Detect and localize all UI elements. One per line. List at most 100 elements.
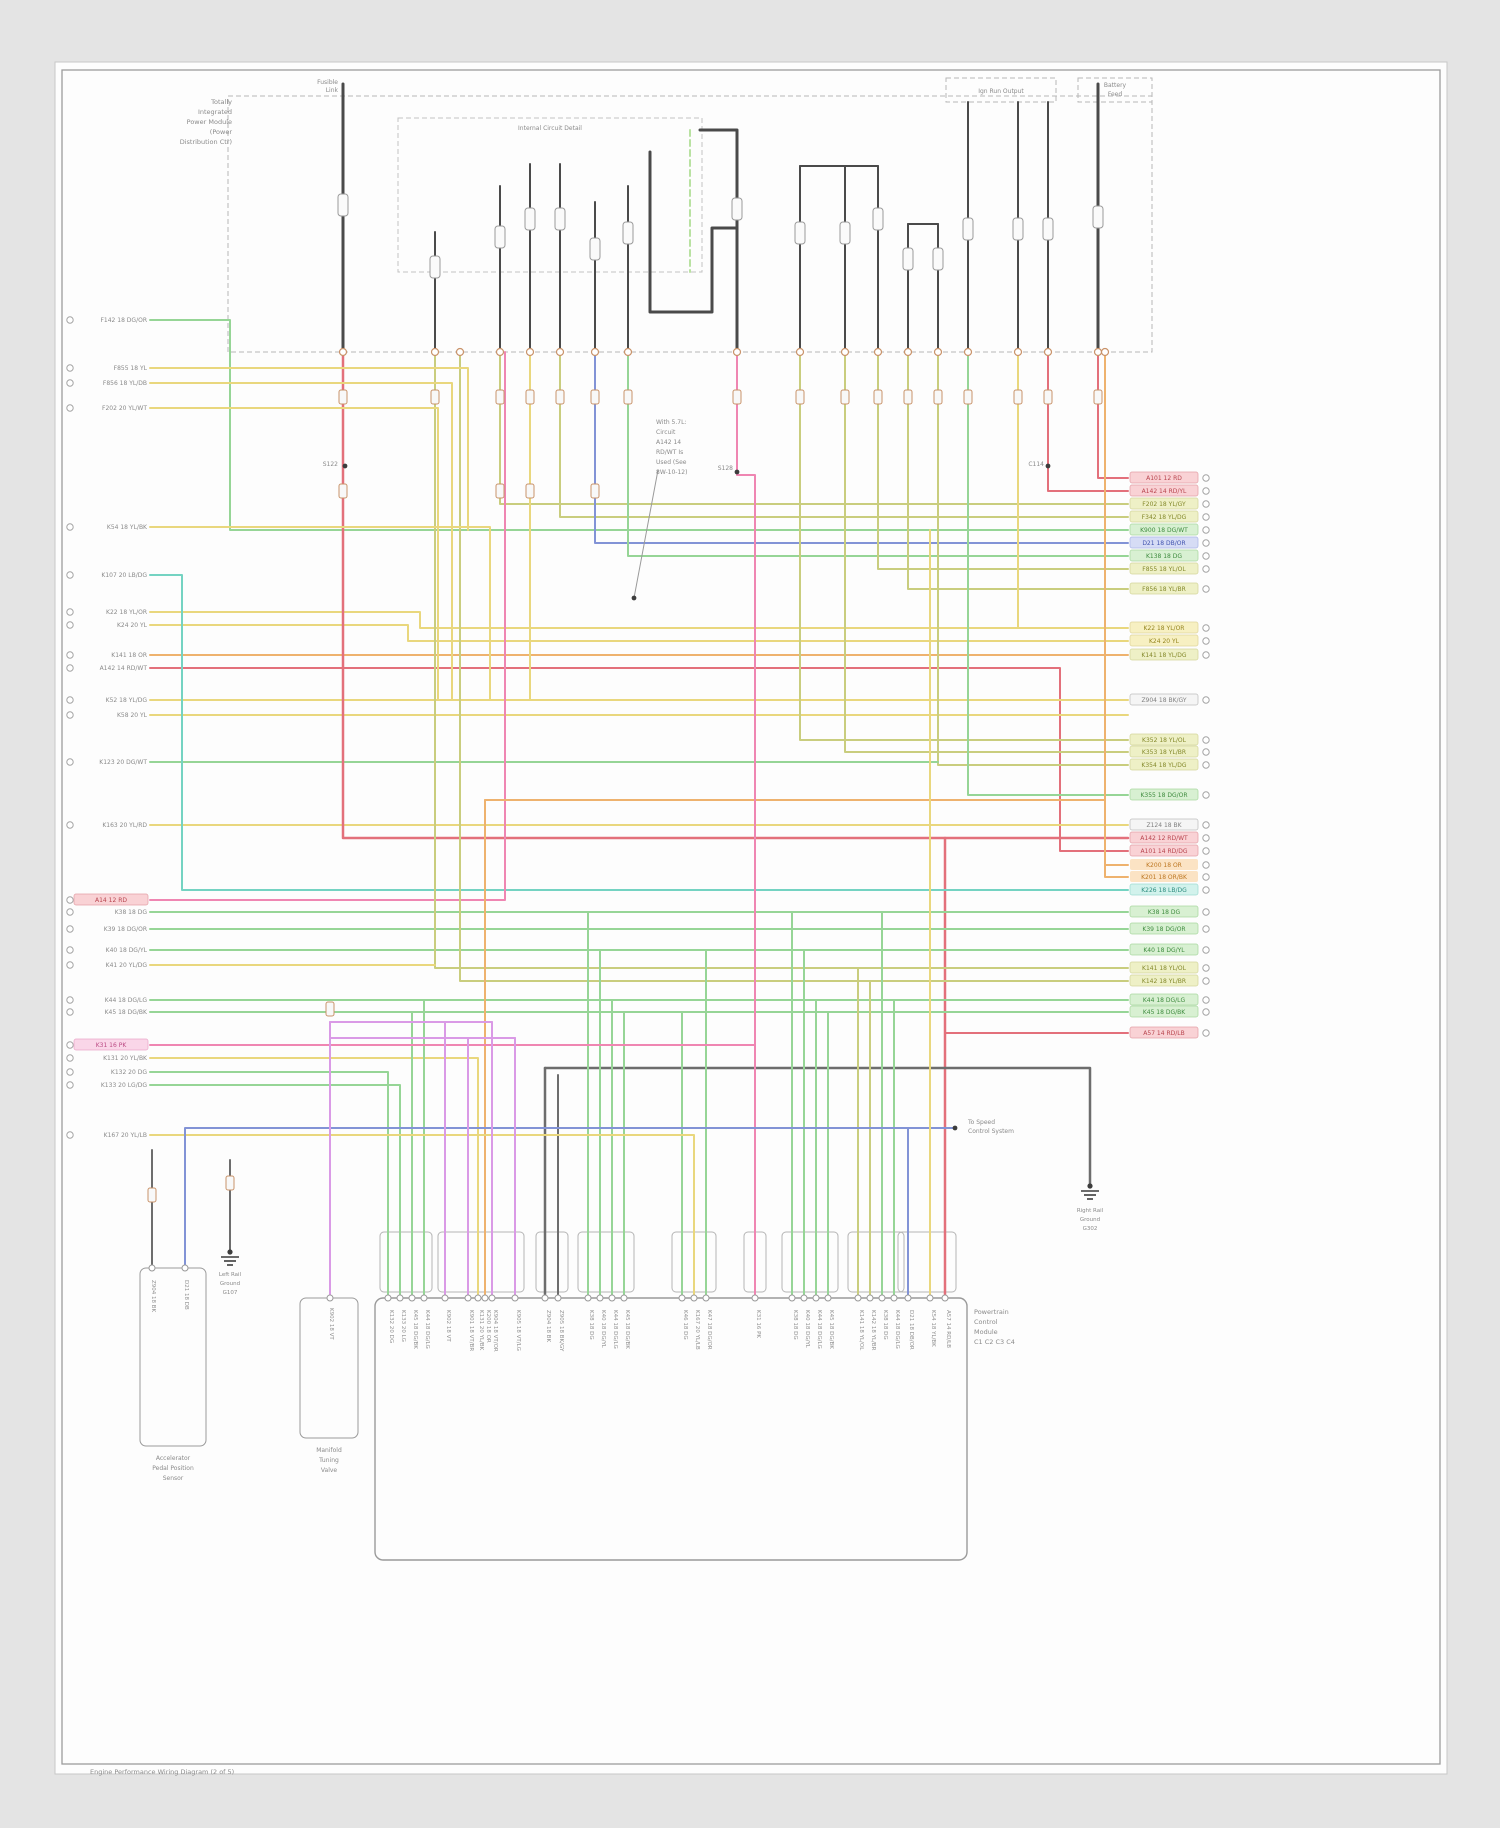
right-wire-label: K45 18 DG/BK <box>1143 1009 1186 1016</box>
left-label-box <box>73 1038 149 1051</box>
dashed-module-box <box>397 117 703 273</box>
pcm-pin-label: Z905 18 BK/GY <box>558 1310 564 1352</box>
dashed-module-box <box>227 95 1153 353</box>
right-pin <box>1202 791 1210 799</box>
pcm-pin <box>541 1294 549 1302</box>
left-wire-label: K141 18 OR <box>111 652 147 659</box>
connector-pin <box>933 347 943 357</box>
left-wire-label: F856 18 YL/DB <box>103 380 147 387</box>
pcm-pin <box>788 1294 796 1302</box>
connector-pin <box>455 347 465 357</box>
right-pin <box>1202 474 1210 482</box>
dashed-module-box <box>945 77 1057 103</box>
right-label-box <box>1129 922 1199 935</box>
module-pin <box>326 1294 334 1302</box>
left-wire-label: F142 18 DG/OR <box>100 317 147 324</box>
diagram-text: Accelerator <box>156 1455 191 1462</box>
connector-pin <box>1013 347 1023 357</box>
right-pin <box>1202 761 1210 769</box>
right-label-box <box>1129 844 1199 857</box>
left-pin <box>66 711 74 719</box>
right-label-box <box>1129 831 1199 844</box>
pcm-pin-label: K38 18 DG <box>792 1310 798 1340</box>
connector-pin <box>525 347 535 357</box>
diagram-text: G107 <box>223 1290 238 1296</box>
right-wire-label: A142 12 RD/WT <box>1140 835 1188 842</box>
right-wire-label: K353 18 YL/BR <box>1142 749 1186 756</box>
right-wire-label: K39 18 DG/OR <box>1142 926 1185 933</box>
right-pin <box>1202 834 1210 842</box>
wire-yellow <box>149 1134 695 1301</box>
right-pin <box>1202 637 1210 645</box>
right-pin <box>1202 908 1210 916</box>
wire-olive <box>937 351 1129 766</box>
left-wire-label: K39 18 DG/OR <box>104 926 147 933</box>
right-wire-label: D21 18 DB/OR <box>1142 540 1185 547</box>
diagram-text: Control <box>974 1318 998 1326</box>
pcm-pin-label: K44 18 DG/LG <box>612 1310 618 1349</box>
wire-teal <box>149 574 1129 891</box>
sheet <box>54 61 1448 1775</box>
right-label-box <box>1129 1026 1199 1039</box>
right-label-box <box>1129 510 1199 523</box>
fuse <box>872 207 884 231</box>
right-wire-label: K40 18 DG/YL <box>1143 947 1185 954</box>
diagram-text: Battery <box>1104 82 1127 89</box>
module-box <box>847 1231 905 1293</box>
inline-connector <box>495 389 505 405</box>
diagram-text: Distribution Ctr) <box>180 138 232 146</box>
connector-pin <box>873 347 883 357</box>
diagram-text: Module <box>974 1328 998 1336</box>
inline-connector <box>525 389 535 405</box>
wire-blue <box>184 1127 956 1269</box>
wire-pink <box>736 351 756 1301</box>
diagram-text: S122 <box>323 461 338 468</box>
pcm-pin <box>941 1294 949 1302</box>
right-label-box <box>1129 523 1199 536</box>
diagram-text: Engine Performance Wiring Diagram (2 of … <box>90 1768 234 1776</box>
left-pin <box>66 896 74 904</box>
module-box <box>897 1231 957 1293</box>
wire-yellow <box>149 624 1129 642</box>
right-pin <box>1202 964 1210 972</box>
pcm-pin-label: A57 14 RD/LB <box>945 1310 951 1348</box>
pcm-pin <box>690 1294 698 1302</box>
pcm-pin <box>854 1294 862 1302</box>
pcm-pin-label: K200 18 OR <box>485 1310 491 1343</box>
left-pin <box>66 523 74 531</box>
connector-pin <box>590 347 600 357</box>
pcm-pin-label: K38 18 DG <box>588 1310 594 1340</box>
module-pin <box>148 1264 156 1272</box>
pcm-pin-label: K904 18 VT/OR <box>492 1310 498 1352</box>
splice-dot <box>1045 463 1051 469</box>
module-box <box>535 1231 569 1293</box>
pcm-pin <box>481 1294 489 1302</box>
diagram-text: Used (See <box>656 459 687 466</box>
left-pin <box>66 664 74 672</box>
module-box <box>437 1231 525 1293</box>
pcm-pin-label: K46 18 DG <box>682 1310 688 1340</box>
left-wire-label: K45 18 DG/BK <box>105 1009 148 1016</box>
connector-pin <box>732 347 742 357</box>
left-wire-label: K38 18 DG <box>115 909 148 916</box>
diagram-text: Pedal Position <box>152 1465 194 1472</box>
right-pin <box>1202 696 1210 704</box>
left-pin <box>66 758 74 766</box>
pcm-pin-label: K40 18 DG/YL <box>804 1310 810 1349</box>
pcm-pin-label: K40 18 DG/YL <box>600 1310 606 1349</box>
right-pin <box>1202 736 1210 744</box>
module-box <box>374 1297 968 1561</box>
right-wire-label: F855 18 YL/OL <box>1142 566 1186 573</box>
pcm-pin <box>926 1294 934 1302</box>
wire-yellow <box>149 367 469 531</box>
left-wire-label: K54 18 YL/BK <box>107 524 148 531</box>
pcm-pin-label: K142 18 YL/BR <box>870 1310 876 1351</box>
diagram-text: S128 <box>718 465 733 472</box>
left-wire-label: K107 20 LB/DG <box>101 572 147 579</box>
pcm-pin-label: K141 18 YL/OL <box>858 1310 864 1351</box>
diagram-text: Ground <box>1080 1217 1100 1223</box>
pcm-pin <box>812 1294 820 1302</box>
right-wire-label: A57 14 RD/LB <box>1143 1030 1184 1037</box>
pcm-pin-label: K44 18 DG/LG <box>424 1310 430 1349</box>
splice-dot <box>952 1125 958 1131</box>
